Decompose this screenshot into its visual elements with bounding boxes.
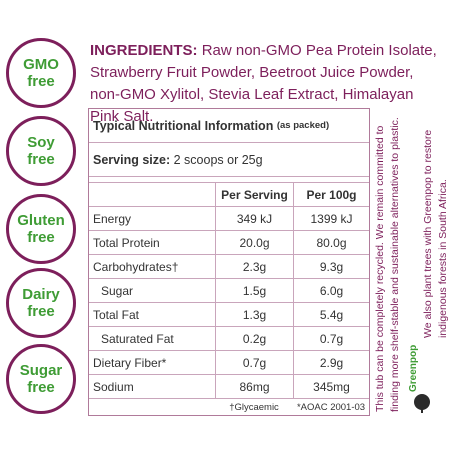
per-100g: 345mg — [293, 375, 369, 398]
row-label: Sodium — [93, 379, 134, 394]
per-100g: 0.7g — [293, 327, 369, 350]
badge: Sugar free — [6, 344, 76, 414]
serving-value: 2 scoops or 25g — [173, 152, 263, 167]
badge-line: Soy — [27, 134, 55, 151]
per-serving: 1.3g — [215, 303, 293, 326]
row-label: Energy — [93, 211, 132, 226]
serving-label: Serving size: — [93, 152, 171, 167]
text-line: indigenous forests in South Africa. — [437, 179, 449, 338]
badge-line: free — [27, 303, 55, 320]
badge-line: GMO — [23, 56, 59, 73]
row-label: Dietary Fiber* — [93, 355, 167, 370]
badge-line: free — [27, 73, 55, 90]
table-row: Total Fat 1.3g 5.4g — [89, 302, 369, 326]
spacer — [89, 176, 369, 182]
badge: Soy free — [6, 116, 76, 186]
recycle-text: This tub can be completely recycled. We … — [373, 117, 403, 412]
per-serving: 0.2g — [215, 327, 293, 350]
per-serving: 86mg — [215, 375, 293, 398]
table-row: Dietary Fiber* 0.7g 2.9g — [89, 350, 369, 374]
row-label: Carbohydrates† — [93, 259, 179, 274]
table-title: Typical Nutritional Information — [93, 118, 274, 133]
per-100g: 9.3g — [293, 255, 369, 278]
per-serving: 1.5g — [215, 279, 293, 302]
badge: Gluten free — [6, 194, 76, 264]
serving-row: Serving size: 2 scoops or 25g — [89, 142, 369, 176]
ingredients-heading: INGREDIENTS: — [90, 42, 198, 59]
ingredients-text: Raw non-GMO Pea Protein Isolate, Strawbe… — [90, 42, 437, 125]
text-line: This tub can be completely recycled. We … — [374, 125, 386, 412]
row-label: Total Fat — [93, 307, 140, 322]
table-row: Carbohydrates† 2.3g 9.3g — [89, 254, 369, 278]
per-100g: 2.9g — [293, 351, 369, 374]
footnote: †Glycaemic — [229, 401, 279, 413]
per-serving: 0.7g — [215, 351, 293, 374]
logo-tree — [414, 394, 430, 410]
badge-line: free — [27, 379, 55, 396]
row-label: Total Protein — [93, 235, 160, 250]
badge: Dairy free — [6, 268, 76, 338]
badge-line: Gluten — [17, 212, 65, 229]
rows: Energy 349 kJ 1399 kJ Total Protein 20.0g 80.… — [89, 206, 369, 398]
badge-line: free — [27, 229, 55, 246]
ingredients: INGREDIENTS: Raw non-GMO Pea Protein Iso… — [90, 40, 445, 128]
per-serving: 2.3g — [215, 255, 293, 278]
per-serving: 20.0g — [215, 231, 293, 254]
logo-trunk — [421, 408, 423, 413]
logo-icon — [414, 394, 430, 413]
badge-line: Sugar — [19, 362, 63, 379]
per-serving: 349 kJ — [215, 207, 293, 230]
header-row: Per Serving Per 100g — [89, 182, 369, 206]
footnote: *AOAC 2001-03 — [296, 401, 366, 413]
table-title-row: Typical Nutritional Information (as pack… — [89, 109, 369, 142]
footnote-row: †Glycaemic *AOAC 2001-03 — [89, 398, 369, 415]
table-title-note: (as packed) — [276, 120, 330, 131]
row-label: Sugar — [101, 283, 134, 298]
badge: GMO free — [6, 38, 76, 108]
table-row: Energy 349 kJ 1399 kJ — [89, 206, 369, 230]
trees-text: We also plant trees with Greenpop to res… — [421, 130, 451, 338]
table-row: Sodium 86mg 345mg — [89, 374, 369, 398]
text-line: We also plant trees with Greenpop to res… — [422, 129, 434, 338]
column-header: Per 100g — [293, 183, 369, 206]
text-line: finding more shelf-stable and sustainabl… — [389, 117, 401, 412]
badge-line: Dairy — [22, 286, 60, 303]
logo-text: Greenpop — [408, 344, 419, 392]
per-100g: 6.0g — [293, 279, 369, 302]
per-100g: 80.0g — [293, 231, 369, 254]
nutrition-table: Typical Nutritional Information (as pack… — [88, 108, 370, 416]
badge-line: free — [27, 151, 55, 168]
per-100g: 1399 kJ — [293, 207, 369, 230]
per-100g: 5.4g — [293, 303, 369, 326]
column-header: Per Serving — [215, 183, 293, 206]
row-label: Saturated Fat — [101, 331, 174, 346]
table-row: Sugar 1.5g 6.0g — [89, 278, 369, 302]
table-row: Saturated Fat 0.2g 0.7g — [89, 326, 369, 350]
table-row: Total Protein 20.0g 80.0g — [89, 230, 369, 254]
